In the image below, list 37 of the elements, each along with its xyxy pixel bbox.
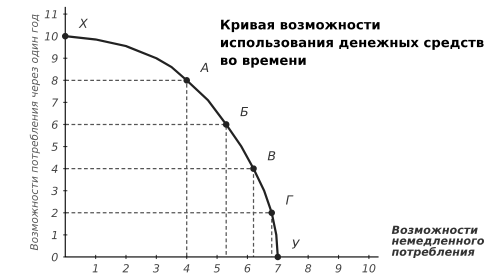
point <box>268 210 276 216</box>
annotation: Г <box>286 195 294 204</box>
y-tick-label: 10 <box>44 32 58 41</box>
point <box>62 32 69 40</box>
annotation: Б <box>240 107 248 116</box>
y-tick-label: 8 <box>52 76 58 85</box>
text: Кривая возможности использования денежных средств во времени <box>220 20 484 68</box>
x-tick-label: 9 <box>335 264 342 272</box>
annotation: В <box>268 151 276 160</box>
annotation: А <box>200 62 208 72</box>
annotation: У <box>292 240 300 249</box>
point <box>183 77 190 84</box>
y-tick-label: 0 <box>52 252 58 262</box>
x-axis-title: Возможности немедленного потребления <box>392 226 484 258</box>
y-tick-label: 2 <box>51 208 58 218</box>
point <box>250 165 257 172</box>
x-tick-label: 6 <box>244 264 250 272</box>
y-tick-label: 9 <box>52 54 58 63</box>
y-tick-label: 11 <box>44 10 57 18</box>
x-tick-label: 4 <box>183 264 190 272</box>
point <box>274 254 282 260</box>
y-tick-label: 6 <box>52 120 58 129</box>
y-tick-label: 3 <box>51 186 58 196</box>
x-tick-label: 2 <box>122 264 129 272</box>
y-tick-label: 1 <box>52 230 57 240</box>
x-tick-label: 5 <box>214 264 220 272</box>
x-tick-label: 3 <box>152 264 160 272</box>
x-tick-label: 7 <box>275 264 282 272</box>
y-tick-label: 7 <box>52 98 58 107</box>
y-tick-label: 5 <box>51 142 58 151</box>
x-tick-label: 8 <box>305 264 312 272</box>
y-axis-title: Возможности потребления через один год <box>30 14 40 250</box>
annotation: X <box>78 18 88 28</box>
point <box>222 121 230 128</box>
x-tick-label: 1 <box>92 264 98 272</box>
y-tick-label: 4 <box>51 164 58 173</box>
x-tick-label: 10 <box>362 264 376 272</box>
